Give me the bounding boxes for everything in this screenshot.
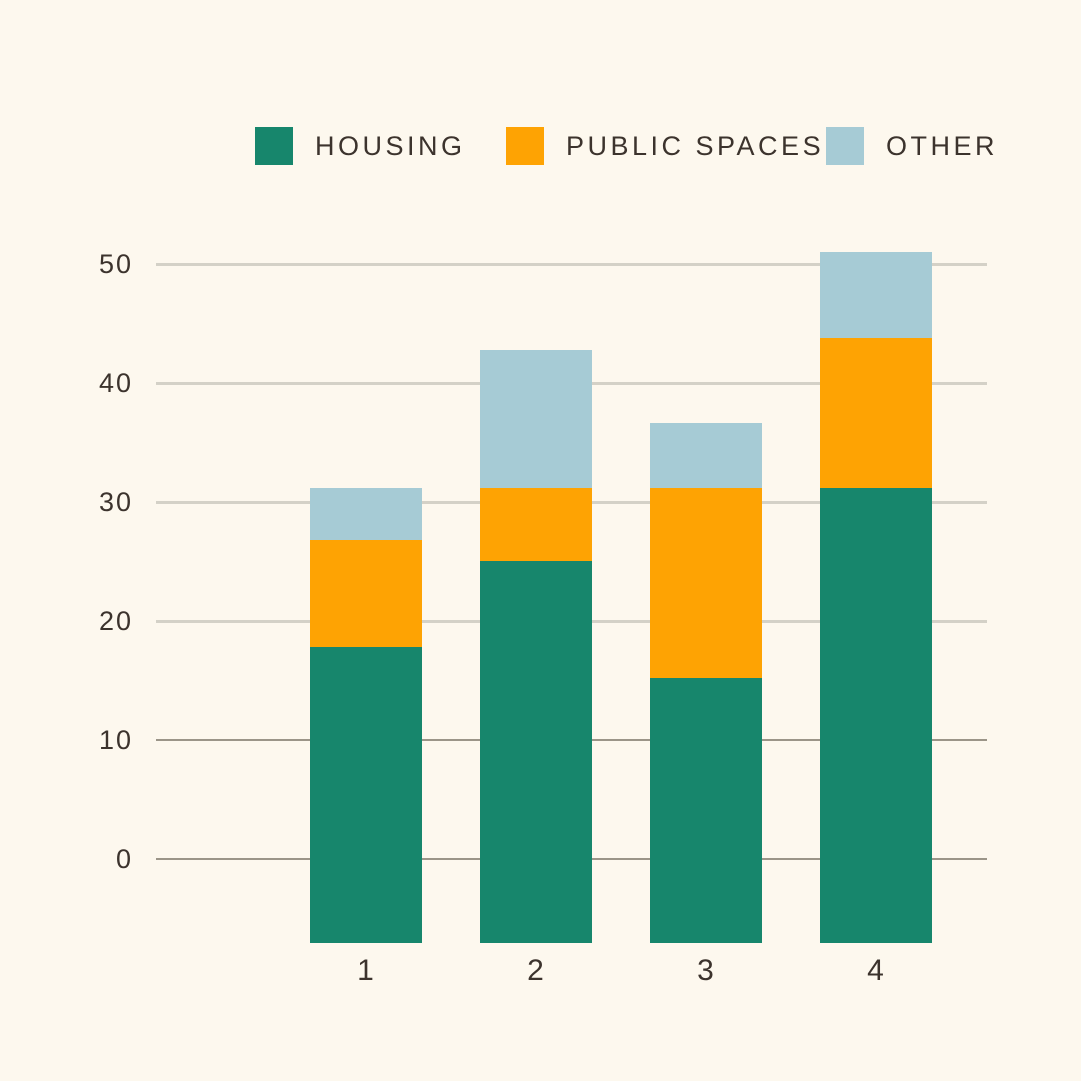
x-tick-label-1: 1 [357, 954, 375, 987]
bar-2-segment-other [480, 349, 592, 488]
bar-2-segment-housing [480, 561, 592, 943]
legend-label-public-spaces: PUBLIC SPACES [566, 130, 825, 161]
x-tick-label-3: 3 [697, 954, 715, 987]
y-tick-label-50: 50 [98, 249, 133, 279]
x-tick-label-2: 2 [527, 954, 545, 987]
y-tick-label-10: 10 [98, 725, 133, 755]
bar-2-segment-public-spaces [480, 487, 592, 562]
bar-1-segment-housing [310, 647, 422, 943]
y-tick-label-30: 30 [98, 487, 133, 517]
bar-1 [310, 487, 422, 943]
bar-1-segment-public-spaces [310, 540, 422, 648]
x-tick-label-4: 4 [867, 954, 885, 987]
bar-4 [820, 252, 932, 943]
legend-item-public-spaces: PUBLIC SPACES [506, 127, 824, 165]
bar-4-segment-other [820, 252, 932, 338]
bar-4-segment-housing [820, 487, 932, 943]
bar-3 [650, 423, 762, 943]
y-tick-label-20: 20 [98, 606, 133, 636]
legend-swatch-housing [255, 127, 293, 165]
legend-item-other: OTHER [826, 127, 998, 165]
legend-swatch-other [826, 127, 864, 165]
y-tick-label-40: 40 [98, 368, 133, 398]
y-tick-label-0: 0 [115, 844, 133, 874]
bar-1-segment-other [310, 487, 422, 541]
legend-label-housing: HOUSING [315, 130, 466, 161]
bar-3-segment-housing [650, 678, 762, 943]
bar-2 [480, 349, 592, 943]
legend-item-housing: HOUSING [255, 127, 466, 165]
legend-swatch-public-spaces [506, 127, 544, 165]
bar-4-segment-public-spaces [820, 337, 932, 488]
legend-label-other: OTHER [886, 130, 998, 161]
bar-3-segment-public-spaces [650, 487, 762, 679]
gridline-y-50 [156, 263, 987, 266]
bar-3-segment-other [650, 423, 762, 488]
